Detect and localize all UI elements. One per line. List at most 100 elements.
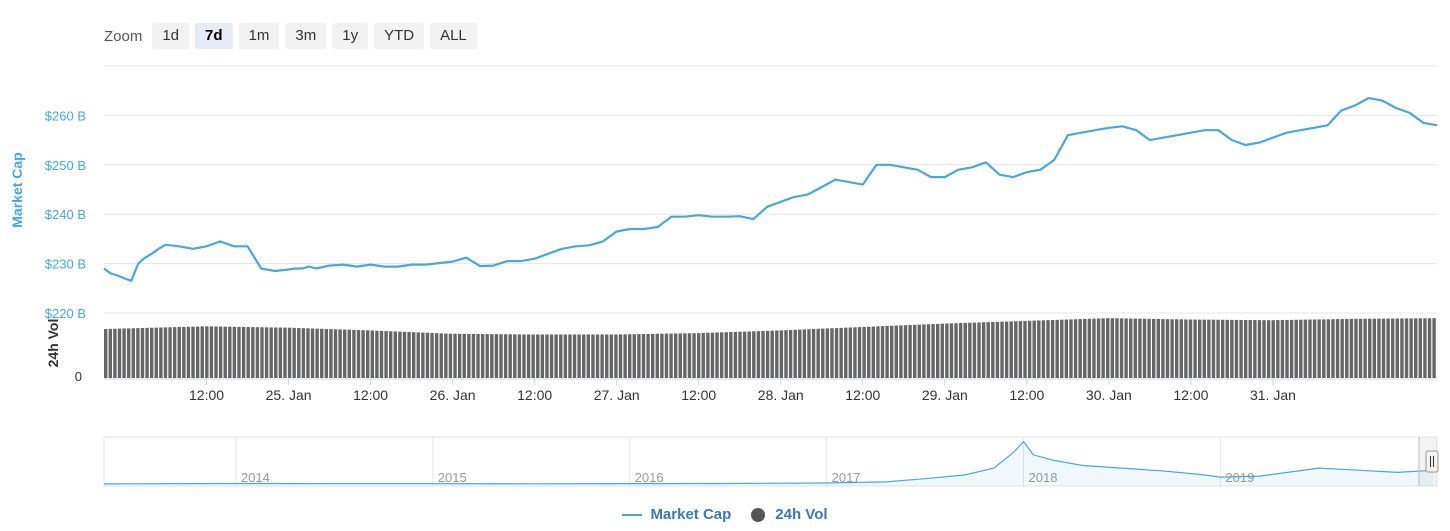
volume-bar	[1404, 318, 1409, 378]
volume-bar	[1032, 320, 1036, 378]
volume-bar	[646, 333, 650, 378]
volume-bar	[876, 326, 880, 378]
volume-bar	[274, 327, 278, 378]
legend-market-cap-label: Market Cap	[650, 506, 732, 523]
volume-bar	[237, 326, 241, 378]
zoom-1y-button[interactable]: 1y	[332, 23, 369, 49]
volume-bar	[1009, 321, 1013, 378]
volume-bar	[324, 328, 329, 378]
volume-bar	[1083, 318, 1087, 378]
volume-bar	[1262, 320, 1266, 378]
volume-bar	[287, 327, 292, 378]
volume-bar	[614, 334, 618, 378]
volume-bar	[1073, 319, 1078, 378]
legend-volume[interactable]: 24h Vol	[751, 506, 828, 523]
volume-bar	[807, 329, 811, 378]
volume-bar	[935, 323, 940, 378]
zoom-ytd-button[interactable]: YTD	[374, 23, 425, 49]
volume-bar	[1018, 321, 1023, 378]
volume-bar	[554, 334, 558, 378]
volume-bar	[977, 322, 981, 378]
legend: Market Cap 24h Vol	[0, 506, 1450, 523]
navigator-year-label: 2017	[832, 470, 861, 485]
volume-bar	[701, 332, 705, 378]
legend-market-cap[interactable]: Market Cap	[622, 506, 731, 523]
zoom-1m-button[interactable]: 1m	[238, 23, 280, 49]
volume-bar	[1202, 319, 1206, 378]
volume-bar	[1400, 318, 1404, 378]
volume-bar	[402, 331, 407, 378]
volume-bar	[1386, 318, 1390, 378]
volume-bar	[880, 326, 885, 378]
volume-bar	[1175, 319, 1179, 378]
volume-bar	[104, 328, 108, 378]
volume-bar	[499, 334, 503, 378]
volume-bar	[632, 334, 636, 378]
volume-bar	[1119, 318, 1124, 378]
volume-bar	[1248, 320, 1252, 378]
volume-bar	[421, 332, 425, 378]
volume-bar	[200, 326, 204, 378]
volume-bar	[1216, 319, 1220, 378]
volume-bar	[264, 327, 269, 378]
y-tick-label: $230 B	[45, 257, 86, 272]
volume-bar	[494, 334, 499, 378]
volume-bar	[1115, 318, 1119, 378]
volume-bar	[1064, 319, 1069, 378]
zoom-3m-button[interactable]: 3m	[285, 23, 327, 49]
volume-bar	[1414, 318, 1418, 378]
volume-bar	[696, 333, 701, 378]
volume-bar	[568, 334, 572, 378]
volume-bar	[1271, 320, 1275, 378]
volume-bar	[1372, 318, 1377, 378]
volume-bar	[981, 322, 986, 378]
volume-bar	[1133, 318, 1138, 378]
volume-bar	[508, 334, 512, 378]
navigator[interactable]: 2014 2015 2016 2017 2018 2019	[103, 436, 1439, 487]
market-cap-line	[103, 97, 1438, 282]
volume-bar	[719, 332, 724, 378]
volume-bar	[641, 334, 646, 378]
volume-bar	[172, 327, 177, 378]
zoom-7d-button[interactable]: 7d	[195, 23, 233, 49]
volume-bar	[407, 332, 411, 378]
volume-bars	[104, 318, 1436, 378]
volume-bar	[1289, 319, 1294, 378]
volume-bar	[490, 334, 494, 378]
volume-bar	[738, 331, 742, 378]
volume-bar	[149, 327, 154, 378]
volume-bar	[885, 325, 889, 378]
volume-bar	[775, 330, 779, 378]
volume-bar	[131, 328, 135, 378]
volume-bar	[1335, 319, 1340, 378]
volume-bar	[434, 333, 439, 378]
volume-bar	[968, 322, 972, 378]
volume-bar	[1432, 318, 1436, 378]
volume-bar	[136, 328, 140, 378]
volume-bar	[1230, 319, 1234, 378]
volume-bar	[416, 332, 420, 378]
volume-bar	[209, 326, 214, 378]
volume-bar	[471, 333, 476, 378]
zoom-1d-button[interactable]: 1d	[152, 23, 190, 49]
volume-bar	[462, 333, 466, 378]
volume-bar	[963, 322, 967, 378]
volume-bar	[586, 334, 591, 378]
zoom-all-button[interactable]: ALL	[430, 23, 477, 49]
volume-bar	[1152, 318, 1156, 378]
volume-bar	[986, 322, 990, 378]
navigator-handle[interactable]	[1425, 450, 1439, 473]
volume-bar	[343, 329, 347, 378]
volume-bar	[1092, 318, 1096, 378]
volume-bar	[223, 326, 227, 378]
grid-lines	[104, 65, 1437, 314]
volume-bar	[1129, 318, 1133, 378]
volume-bar	[834, 328, 839, 378]
navigator-year-label: 2019	[1225, 470, 1254, 485]
volume-bar	[922, 324, 926, 378]
volume-bar	[545, 334, 549, 378]
volume-bar	[591, 334, 595, 378]
volume-bar	[839, 327, 843, 378]
volume-bar	[1014, 321, 1018, 378]
volume-bar	[1312, 319, 1317, 378]
